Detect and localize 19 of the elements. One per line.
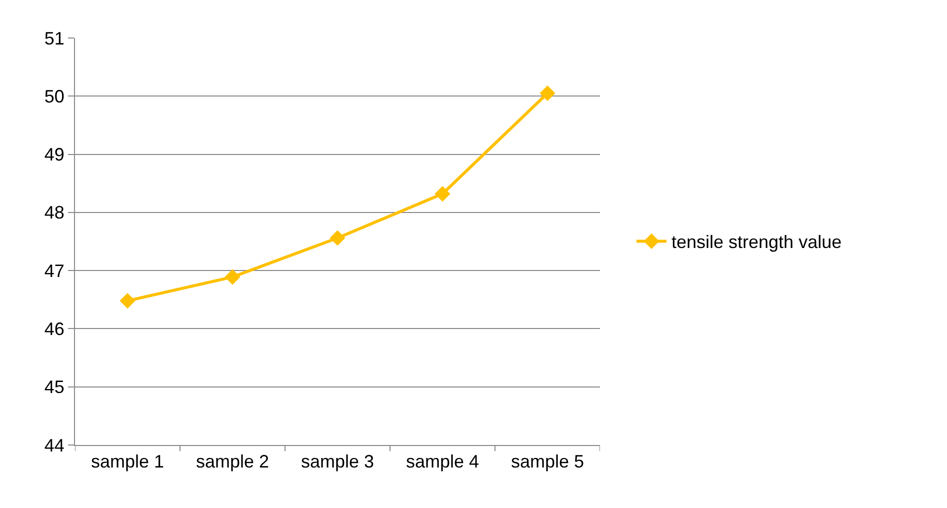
point: [224, 269, 240, 285]
y-tick-label: 46: [44, 319, 64, 340]
y-tick-label: 50: [44, 86, 64, 106]
y-tick-label: 51: [44, 28, 64, 48]
y-tick-label: 45: [44, 377, 64, 398]
y-tick-label: 47: [44, 260, 64, 281]
point: [540, 85, 556, 102]
y-tick-label: 48: [44, 202, 64, 223]
point: [120, 293, 136, 309]
x-tick-label: sample 3: [300, 452, 374, 472]
y-tick-label: 44: [44, 435, 64, 456]
x-tick-label: sample 5: [510, 452, 584, 472]
x-tick-label: sample 2: [196, 452, 270, 472]
y-tick-label: 49: [44, 144, 64, 165]
point: [330, 230, 346, 246]
legend-label: tensile strength value: [672, 232, 842, 252]
point: [434, 186, 450, 202]
x-tick-label: sample 4: [406, 452, 480, 472]
x-tick-label: sample 1: [90, 452, 164, 472]
